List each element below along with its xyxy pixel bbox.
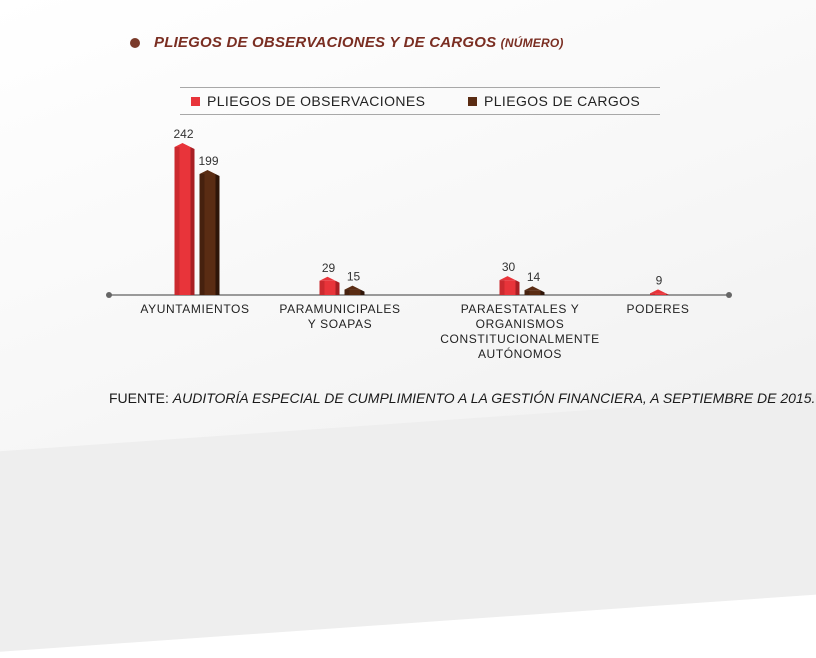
bar-observaciones-0 xyxy=(174,143,195,295)
data-label: 29 xyxy=(322,261,336,275)
data-label: 30 xyxy=(502,260,516,274)
legend-swatch-observaciones xyxy=(191,96,200,106)
bar-chart: 242 199 29 15 30 14 9 xyxy=(106,127,732,298)
bar-observaciones-1 xyxy=(319,276,340,295)
legend-item-cargos: PLIEGOS DE CARGOS xyxy=(468,93,640,109)
legend-swatch-cargos xyxy=(468,96,477,106)
data-label: 242 xyxy=(173,127,193,141)
bar-observaciones-3 xyxy=(650,289,670,296)
source-text: AUDITORÍA ESPECIAL DE CUMPLIMIENTO A LA … xyxy=(172,390,816,406)
chart-title-text: PLIEGOS DE OBSERVACIONES Y DE CARGOS xyxy=(154,34,497,51)
data-label: 9 xyxy=(656,273,663,287)
bar-cargos-1 xyxy=(344,285,365,295)
category-label: PODERES xyxy=(626,302,690,316)
category-label: AYUNTAMIENTOS xyxy=(140,302,250,316)
legend-label-observaciones: PLIEGOS DE OBSERVACIONES xyxy=(207,93,426,109)
category-label: PARAESTATALES Y ORGANISMOS CONSTITUCIONALM… xyxy=(440,302,600,361)
category-label: PARAMUNICIPALES Y SOAPAS xyxy=(279,302,401,331)
legend-label-cargos: PLIEGOS DE CARGOS xyxy=(484,93,641,109)
source-note: FUENTE: AUDITORÍA ESPECIAL DE CUMPLIMIEN… xyxy=(109,390,815,406)
chart-legend: PLIEGOS DE OBSERVACIONES PLIEGOS DE CARG… xyxy=(180,87,660,115)
bar-cargos-0 xyxy=(199,170,220,295)
axis-end-dot xyxy=(726,292,732,298)
source-label: FUENTE: xyxy=(109,390,169,406)
bar-observaciones-2 xyxy=(499,276,520,295)
legend-item-observaciones: PLIEGOS DE OBSERVACIONES xyxy=(191,93,425,109)
chart-title-unit: (NÚMERO) xyxy=(500,36,564,50)
bullet-icon xyxy=(130,37,140,48)
data-label: 15 xyxy=(347,270,361,284)
chart-title: PLIEGOS DE OBSERVACIONES Y DE CARGOS (NÚ… xyxy=(154,34,564,51)
data-label: 14 xyxy=(527,270,541,284)
chart-title-row: PLIEGOS DE OBSERVACIONES Y DE CARGOS (NÚ… xyxy=(130,34,564,51)
bar-cargos-2 xyxy=(524,286,545,295)
data-label: 199 xyxy=(198,154,218,168)
axis-start-dot xyxy=(106,292,112,298)
